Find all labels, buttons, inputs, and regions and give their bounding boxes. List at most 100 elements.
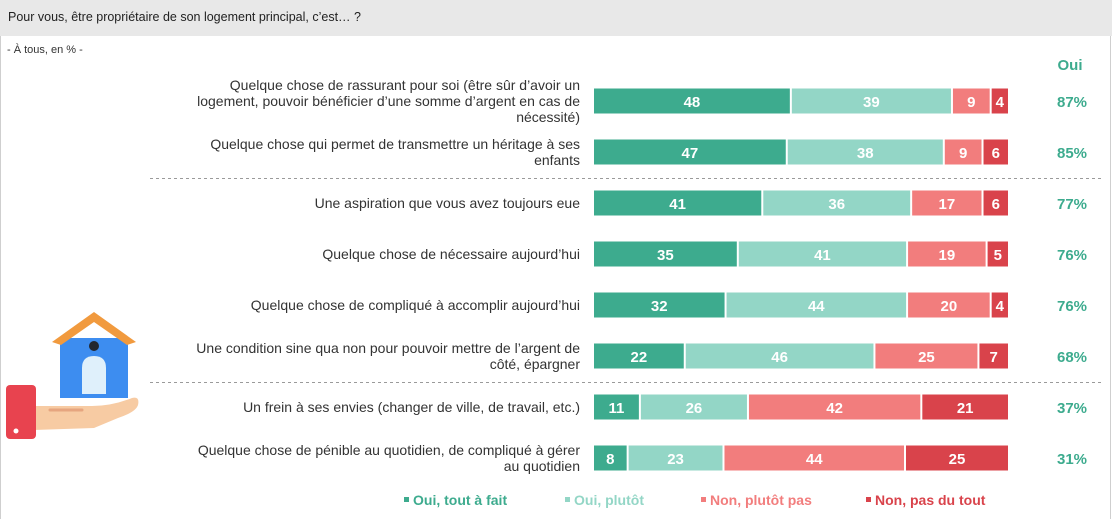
bar-segment-2-4 <box>983 139 1008 165</box>
category-label-4: Quelque chose de nécessaire aujourd’hui <box>322 246 580 262</box>
bar-segment-7-1 <box>594 394 639 420</box>
house-in-hand-icon <box>6 312 139 439</box>
bar-value-label-4-3: 19 <box>938 247 955 264</box>
bar-segment-7-3 <box>748 394 921 420</box>
bar-value-label-8-2: 23 <box>667 451 684 468</box>
house-door <box>82 356 106 394</box>
category-label-3: Une aspiration que vous avez toujours eu… <box>315 195 581 211</box>
bar-segment-4-3 <box>908 241 986 267</box>
bar-value-label-2-3: 9 <box>959 145 967 162</box>
bar-segment-3-1 <box>594 190 762 216</box>
category-label-line: logement, pouvoir bénéficier d’une somme… <box>197 93 580 109</box>
bar-segment-1-1 <box>594 88 790 114</box>
bar-segment-8-1 <box>594 445 627 471</box>
bar-segment-6-1 <box>594 343 684 369</box>
category-label-line: au quotidien <box>504 458 580 474</box>
bar-value-label-3-4: 6 <box>992 196 1000 213</box>
category-label-line: enfants <box>534 152 580 168</box>
oui-total-4: 76% <box>1057 247 1087 264</box>
category-label-line: nécessité) <box>516 109 580 125</box>
bar-value-label-2-4: 6 <box>992 145 1000 162</box>
oui-total-2: 85% <box>1057 145 1087 162</box>
bar-segment-1-4 <box>991 88 1008 114</box>
bar-segment-2-3 <box>944 139 982 165</box>
category-label-line: Un frein à ses envies (changer de ville,… <box>243 399 580 415</box>
category-label-8: Quelque chose de pénible au quotidien, d… <box>198 442 581 474</box>
category-label-5: Quelque chose de compliqué à accomplir a… <box>251 297 580 313</box>
chart-subtitle: - À tous, en % - <box>7 44 83 56</box>
bar-value-label-8-4: 25 <box>949 451 966 468</box>
category-label-line: Quelque chose de compliqué à accomplir a… <box>251 297 580 313</box>
legend-label-3: Non, plutôt pas <box>710 492 812 508</box>
bar-value-label-3-1: 41 <box>669 196 686 213</box>
bar-segment-5-4 <box>991 292 1008 318</box>
legend-swatch-1 <box>404 497 409 502</box>
bar-value-label-8-3: 44 <box>806 451 823 468</box>
hand-sleeve <box>6 385 36 439</box>
category-label-line: Une aspiration que vous avez toujours eu… <box>315 195 581 211</box>
category-label-line: Quelque chose de nécessaire aujourd’hui <box>322 246 580 262</box>
bar-value-label-7-2: 26 <box>686 400 703 417</box>
bar-segment-7-2 <box>640 394 747 420</box>
bar-segment-3-3 <box>912 190 982 216</box>
frame-right-border <box>1110 36 1111 519</box>
bar-segment-2-1 <box>594 139 786 165</box>
oui-total-3: 77% <box>1057 196 1087 213</box>
bar-segment-8-3 <box>724 445 904 471</box>
oui-total-7: 37% <box>1057 400 1087 417</box>
category-label-7: Un frein à ses envies (changer de ville,… <box>243 399 580 415</box>
legend-swatch-3 <box>701 497 706 502</box>
bar-segment-6-3 <box>875 343 978 369</box>
category-label-1: Quelque chose de rassurant pour soi (êtr… <box>197 77 580 125</box>
bar-value-label-2-2: 38 <box>857 145 874 162</box>
bar-segment-8-4 <box>906 445 1008 471</box>
house-roof <box>52 312 136 345</box>
bar-value-label-5-1: 32 <box>651 298 668 315</box>
category-label-line: Une condition sine qua non pour pouvoir … <box>196 340 580 356</box>
bar-value-label-7-3: 42 <box>826 400 843 417</box>
bar-segment-3-4 <box>983 190 1008 216</box>
category-label-2: Quelque chose qui permet de transmettre … <box>210 136 580 168</box>
bar-value-label-5-4: 4 <box>996 298 1005 315</box>
bar-segment-4-4 <box>987 241 1008 267</box>
bar-value-label-4-4: 5 <box>994 247 1002 264</box>
bar-value-label-1-4: 4 <box>996 94 1005 111</box>
bar-segment-4-2 <box>738 241 907 267</box>
bar-segment-2-2 <box>787 139 943 165</box>
category-label-line: Quelque chose de pénible au quotidien, d… <box>198 442 581 458</box>
category-label-line: Quelque chose qui permet de transmettre … <box>210 136 580 152</box>
header-bar: Pour vous, être propriétaire de son loge… <box>0 0 1112 36</box>
bar-segment-1-3 <box>952 88 990 114</box>
legend-swatch-4 <box>866 497 871 502</box>
bar-value-label-6-3: 25 <box>918 349 935 366</box>
bar-segment-8-2 <box>628 445 723 471</box>
bar-value-label-2-1: 47 <box>682 145 699 162</box>
bar-value-label-1-2: 39 <box>863 94 880 111</box>
legend-label-2: Oui, plutôt <box>574 492 644 508</box>
category-label-line: côté, épargner <box>490 356 581 372</box>
bar-value-label-3-2: 36 <box>828 196 845 213</box>
legend-swatch-2 <box>565 497 570 502</box>
bar-segment-4-1 <box>594 241 737 267</box>
bar-segment-6-4 <box>979 343 1008 369</box>
bar-value-label-1-1: 48 <box>684 94 701 111</box>
bar-value-label-6-1: 22 <box>631 349 648 366</box>
legend-label-1: Oui, tout à fait <box>413 492 507 508</box>
bar-value-label-3-3: 17 <box>938 196 955 213</box>
bar-segment-5-3 <box>908 292 990 318</box>
legend-label-4: Non, pas du tout <box>875 492 986 508</box>
bar-segment-7-4 <box>922 394 1008 420</box>
oui-total-1: 87% <box>1057 94 1087 111</box>
sleeve-button <box>13 428 19 434</box>
oui-column-header: Oui <box>1058 57 1083 74</box>
bar-segment-3-2 <box>763 190 911 216</box>
oui-total-6: 68% <box>1057 349 1087 366</box>
hand-palm <box>34 397 139 430</box>
category-label-6: Une condition sine qua non pour pouvoir … <box>196 340 580 372</box>
oui-total-5: 76% <box>1057 298 1087 315</box>
frame-left-border <box>0 36 1 519</box>
bar-value-label-5-3: 20 <box>941 298 958 315</box>
page-title: Pour vous, être propriétaire de son loge… <box>8 10 361 24</box>
bar-value-label-6-2: 46 <box>771 349 788 366</box>
